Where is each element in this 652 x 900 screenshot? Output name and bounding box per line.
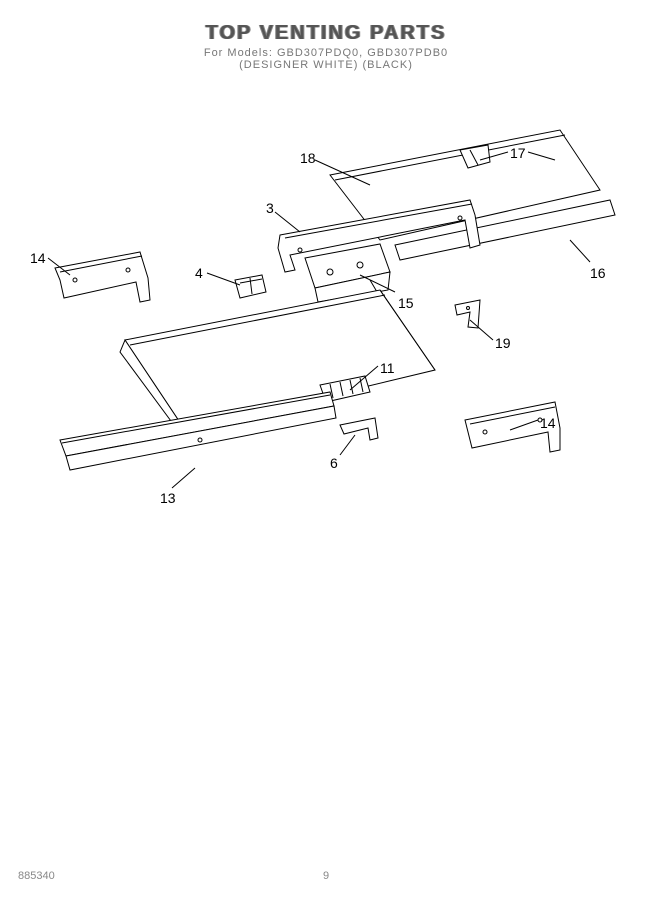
callout-6: 6: [330, 455, 338, 471]
callout-18: 18: [300, 150, 316, 166]
callout-17: 17: [510, 145, 526, 161]
doc-number: 885340: [18, 870, 55, 882]
callout-15: 15: [398, 295, 414, 311]
page-number: 9: [323, 870, 329, 882]
part-4-block: [235, 275, 266, 298]
callout-13: 13: [160, 490, 176, 506]
callout-16: 16: [590, 265, 606, 281]
callout-11: 11: [380, 360, 395, 376]
callout-14: 14: [30, 250, 46, 266]
callout-19: 19: [495, 335, 511, 351]
callout-4: 4: [195, 265, 203, 281]
part-19-angle: [455, 300, 480, 328]
exploded-diagram: [0, 0, 652, 900]
part-6-clip: [340, 418, 378, 440]
part-14-bracket-left: [55, 252, 150, 302]
callout-14: 14: [540, 415, 556, 431]
page-root: TOP VENTING PARTS For Models: GBD307PDQ0…: [0, 0, 652, 900]
callout-3: 3: [266, 200, 274, 216]
